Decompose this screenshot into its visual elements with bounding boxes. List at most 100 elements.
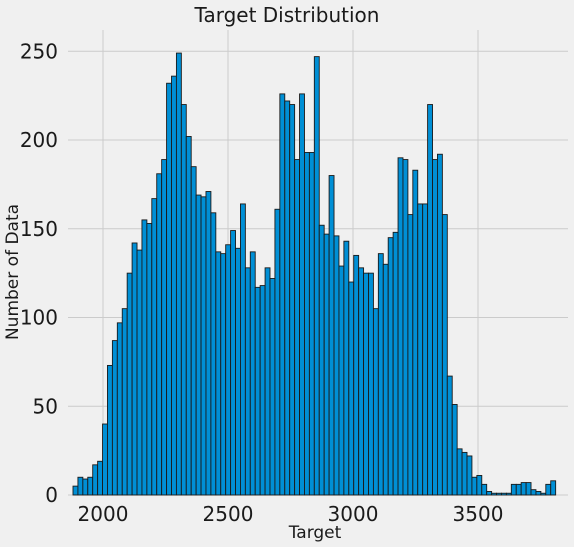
y-tick-label: 100 xyxy=(20,306,58,330)
histogram-bar xyxy=(299,93,305,496)
histogram-bar xyxy=(392,231,399,496)
histogram-bar xyxy=(348,281,355,496)
histogram-bar xyxy=(225,244,232,496)
histogram-bar xyxy=(368,272,374,496)
histogram-bar xyxy=(254,286,261,496)
histogram-bar xyxy=(471,476,478,496)
histogram-bar xyxy=(156,173,163,496)
histogram-bar xyxy=(180,104,187,496)
histogram-bar xyxy=(387,237,394,496)
histogram-bar xyxy=(446,375,453,496)
histogram-bar xyxy=(294,159,300,496)
histogram-bar xyxy=(318,224,325,496)
histogram-bar xyxy=(220,253,227,496)
histogram-bar xyxy=(175,52,182,496)
histogram-bar xyxy=(304,152,310,496)
histogram-bar xyxy=(510,483,517,496)
histogram-bar xyxy=(279,93,286,496)
histogram-bar xyxy=(353,254,360,496)
x-tick-label: 3000 xyxy=(328,502,379,526)
histogram-bar xyxy=(190,166,197,496)
histogram-bar xyxy=(402,159,409,496)
histogram-bar xyxy=(171,75,177,496)
histogram-bar xyxy=(363,272,369,496)
histogram-bar xyxy=(407,214,414,496)
histogram-bar xyxy=(136,249,143,496)
histogram-bar xyxy=(496,492,502,496)
histogram-bar xyxy=(264,267,271,496)
histogram-bar xyxy=(116,322,123,496)
histogram-bar xyxy=(535,491,542,496)
histogram-bar xyxy=(244,267,251,496)
histogram-bar xyxy=(111,340,118,496)
histogram-bar xyxy=(525,482,532,496)
histogram-bar xyxy=(102,423,108,496)
histogram-bar xyxy=(92,464,99,496)
histogram-bar xyxy=(358,267,365,496)
y-tick-label: 250 xyxy=(20,39,58,63)
histogram-bar xyxy=(121,308,128,496)
histogram-bar xyxy=(161,159,168,496)
y-tick-label: 50 xyxy=(33,394,58,418)
histogram-bar xyxy=(382,263,389,496)
histogram-bar xyxy=(515,483,522,496)
histogram-bar xyxy=(284,100,291,496)
histogram-bar xyxy=(126,272,133,496)
histogram-bar xyxy=(185,136,192,496)
x-axis-label: Target xyxy=(288,523,342,543)
y-axis-label: Number of Data xyxy=(3,204,23,340)
histogram-bar xyxy=(230,230,236,496)
histogram-bar xyxy=(323,233,330,496)
x-tick-label: 2000 xyxy=(78,502,129,526)
histogram-bar xyxy=(372,308,379,496)
y-tick-label: 200 xyxy=(20,128,58,152)
histogram-bar xyxy=(107,364,113,496)
x-tick-label: 3500 xyxy=(453,502,504,526)
histogram-bar xyxy=(501,492,507,496)
histogram-bar xyxy=(476,475,483,496)
histogram-bar xyxy=(274,208,281,496)
histogram-bar xyxy=(427,104,433,496)
histogram-bar xyxy=(269,278,276,496)
histogram-bar xyxy=(72,485,79,496)
histogram-bar xyxy=(146,223,153,496)
histogram-bar xyxy=(210,212,217,496)
histogram-bar xyxy=(441,214,448,496)
histogram-bar xyxy=(205,191,212,496)
histogram-bar xyxy=(491,492,497,496)
x-tick-label: 2500 xyxy=(203,502,254,526)
histogram-bar xyxy=(481,483,488,496)
histogram-bar xyxy=(520,482,527,496)
y-tick-label: 150 xyxy=(20,217,58,241)
histogram-bar xyxy=(412,169,419,496)
histogram-bar xyxy=(343,240,350,496)
histogram-bar xyxy=(308,152,315,496)
histogram-bar xyxy=(141,219,148,496)
histogram-bar xyxy=(289,104,296,496)
histogram-bar xyxy=(97,460,104,496)
histogram-bar xyxy=(545,483,552,496)
histogram-bar xyxy=(195,194,202,496)
histogram-bars xyxy=(72,52,557,496)
chart-title: Target Distribution xyxy=(194,3,380,27)
histogram-bar xyxy=(530,489,537,496)
histogram-bar xyxy=(540,492,547,496)
histogram-bar xyxy=(77,476,84,496)
histogram-bar xyxy=(82,478,89,496)
histogram-bar xyxy=(456,448,463,496)
histogram-bar xyxy=(259,285,266,496)
histogram-bar xyxy=(328,175,335,496)
histogram-bar xyxy=(131,242,138,496)
histogram-bar xyxy=(437,153,443,496)
histogram-bar xyxy=(215,251,222,496)
histogram-bar xyxy=(377,253,384,496)
histogram-bar xyxy=(166,82,172,496)
histogram-bar xyxy=(550,480,557,496)
histogram-bar xyxy=(235,247,241,496)
histogram-bar xyxy=(486,491,493,496)
y-tick-label: 0 xyxy=(45,483,58,507)
histogram-bar xyxy=(200,196,207,496)
histogram-bar xyxy=(333,235,340,496)
histogram-bar xyxy=(451,404,458,496)
tick-labels: 2000 2500 3000 3500 0 50 100 150 200 250 xyxy=(20,39,504,526)
